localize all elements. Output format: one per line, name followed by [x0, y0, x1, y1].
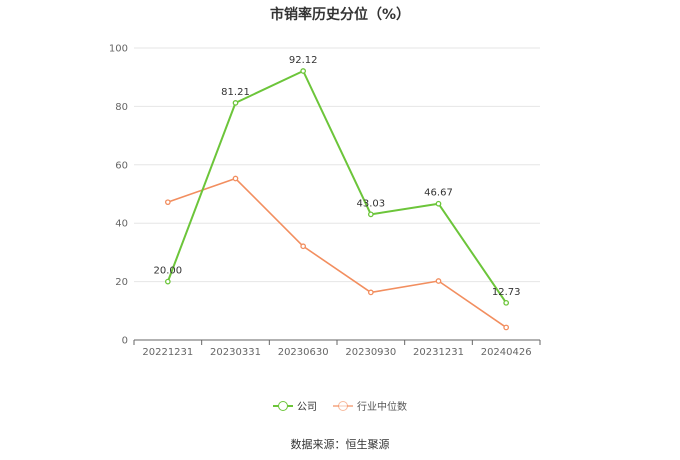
axes: 0 20 40 60 80 100 20221231 20230331 20230630 2023…: [109, 44, 541, 358]
x-tick-label-20230630: 20230630: [278, 347, 329, 358]
data-point-industry-median-20221231: [164, 199, 171, 206]
data-point-industry-median-20230630: [300, 243, 307, 250]
y-tick-label-40: 40: [115, 219, 128, 230]
series-line-industry-median: [167, 177, 507, 329]
x-tick-label-20240426: 20240426: [481, 347, 532, 358]
grid-lines: [134, 47, 540, 283]
data-label-company-20240426: 12.73: [492, 287, 521, 298]
series-line-company: [166, 70, 507, 304]
data-point-company-20230930: [367, 211, 374, 218]
data-point-company-20231231: [435, 200, 442, 207]
legend: 公司 行业中位数: [0, 398, 680, 413]
data-point-company-20221231: [164, 278, 171, 285]
data-point-industry-median-20230331: [232, 175, 239, 182]
data-label-company-20230930: 43.03: [357, 198, 386, 209]
data-label-company-20230331: 81.21: [221, 87, 250, 98]
data-point-company-20230630: [300, 68, 307, 74]
data-point-company-20230331: [232, 100, 239, 106]
data-point-industry-median-20240426: [503, 324, 510, 331]
source-note: 数据来源：恒生聚源: [290, 438, 390, 451]
series: [164, 68, 510, 331]
y-tick-label-20: 20: [115, 277, 128, 288]
x-tick-label-20230930: 20230930: [345, 347, 396, 358]
data-point-industry-median-20230930: [367, 289, 374, 296]
legend-swatch-company: [273, 400, 293, 411]
data-label-company-20230630: 92.12: [289, 55, 318, 66]
legend-item-industry-median[interactable]: 行业中位数: [333, 398, 407, 413]
legend-label-company: 公司: [297, 402, 317, 413]
x-tick-label-20221231: 20221231: [142, 347, 193, 358]
data-point-company-20240426: [503, 299, 510, 306]
data-labels: 20.00 81.21 92.12 43.03 46.67 12.73: [154, 55, 521, 298]
y-tick-label-80: 80: [115, 102, 128, 113]
data-label-company-20221231: 20.00: [154, 266, 183, 277]
data-label-company-20231231: 46.67: [424, 188, 453, 199]
legend-item-company[interactable]: 公司: [273, 398, 317, 413]
chart-title: 市销率历史分位（%）: [269, 7, 411, 23]
x-tick-label-20230331: 20230331: [210, 347, 261, 358]
x-tick-label-20231231: 20231231: [413, 347, 464, 358]
y-tick-label-60: 60: [115, 160, 128, 171]
legend-swatch-industry-median: [333, 400, 353, 411]
y-tick-label-0: 0: [122, 336, 128, 347]
y-tick-label-100: 100: [109, 44, 128, 55]
legend-label-industry-median: 行业中位数: [357, 402, 407, 413]
data-point-industry-median-20231231: [435, 278, 442, 284]
